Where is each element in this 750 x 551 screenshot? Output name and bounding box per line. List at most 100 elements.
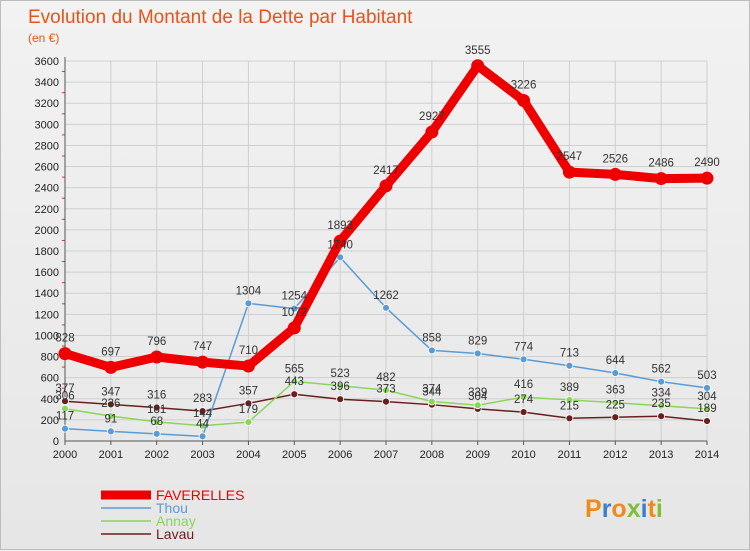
- data-point: [198, 432, 207, 441]
- data-point: [565, 396, 574, 404]
- data-point: [562, 165, 576, 179]
- data-label: 44: [196, 418, 209, 430]
- data-label: 189: [697, 403, 716, 415]
- data-label: 2490: [694, 157, 720, 169]
- data-label: 389: [560, 382, 579, 394]
- data-label: 1740: [327, 239, 353, 251]
- legend-label: Lavau: [156, 526, 194, 542]
- data-point: [290, 377, 299, 386]
- data-point: [611, 369, 620, 377]
- y-tick-label: 1800: [35, 246, 59, 258]
- x-tick-label: 2013: [649, 449, 673, 461]
- data-label: 3555: [465, 45, 491, 57]
- data-label: 236: [101, 398, 120, 410]
- data-point: [152, 417, 161, 426]
- x-tick-label: 2005: [282, 449, 306, 461]
- data-label: 828: [55, 333, 74, 345]
- data-label: 274: [514, 394, 534, 406]
- data-point: [198, 407, 207, 416]
- x-tick-label: 2010: [511, 449, 535, 461]
- data-point: [703, 384, 711, 392]
- data-label: 710: [239, 345, 258, 357]
- data-label: 344: [422, 387, 442, 399]
- x-tick-label: 2008: [420, 449, 444, 461]
- data-point: [608, 167, 622, 181]
- data-point: [58, 347, 72, 361]
- data-point: [425, 125, 439, 139]
- proxiti-logo: Proxiti: [585, 495, 663, 523]
- data-point: [290, 390, 299, 399]
- data-label: 339: [468, 387, 487, 399]
- logo-letter: t: [648, 495, 657, 523]
- data-point: [333, 234, 347, 248]
- data-label: 774: [514, 341, 534, 353]
- y-tick-label: 3200: [35, 98, 59, 110]
- logo-letter: i: [656, 495, 663, 523]
- data-point: [427, 346, 436, 355]
- y-tick-label: 600: [41, 373, 59, 385]
- axes: 0 200 400 600 800 1000 1200 1400 1600 1800 2000 220…: [35, 56, 720, 461]
- data-point: [244, 299, 253, 308]
- logo-letter: i: [641, 495, 648, 523]
- data-point: [703, 405, 711, 413]
- data-label: 179: [239, 404, 258, 416]
- legend-label: Thou: [156, 500, 188, 516]
- data-point: [290, 304, 299, 313]
- data-label: 283: [193, 393, 212, 405]
- data-point: [473, 401, 482, 410]
- data-point: [244, 399, 253, 408]
- data-point: [565, 414, 574, 423]
- logo-letter: r: [602, 495, 612, 523]
- y-tick-label: 1400: [35, 288, 59, 300]
- data-label: 416: [514, 379, 533, 391]
- data-point: [427, 397, 436, 406]
- data-point: [382, 397, 390, 406]
- data-point: [657, 401, 666, 410]
- x-tick-label: 2000: [53, 449, 77, 461]
- data-label: 347: [101, 386, 120, 398]
- data-label: 503: [697, 370, 716, 382]
- data-point: [471, 59, 485, 73]
- data-point: [700, 171, 714, 185]
- y-tick-label: 3000: [35, 119, 59, 131]
- data-label: 1262: [373, 290, 399, 302]
- legend-label: Annay: [156, 513, 196, 529]
- data-label: 144: [193, 408, 213, 420]
- data-label: 1304: [236, 285, 262, 297]
- legend-label: FAVERELLES: [156, 487, 244, 503]
- logo-letter: o: [611, 495, 626, 523]
- y-tick-label: 3400: [35, 77, 59, 89]
- data-label: 2547: [557, 151, 583, 163]
- data-point: [382, 386, 390, 395]
- data-label: 2927: [419, 111, 445, 123]
- data-point: [104, 360, 118, 374]
- data-point: [241, 359, 255, 373]
- data-point: [379, 179, 393, 193]
- y-tick-label: 3600: [35, 56, 59, 68]
- chart-subtitle: (en €): [28, 31, 59, 45]
- data-point: [336, 395, 345, 404]
- y-tick-label: 2800: [35, 140, 59, 152]
- y-tick-label: 0: [53, 436, 59, 448]
- data-label: 117: [56, 411, 74, 423]
- data-label: 225: [606, 399, 625, 411]
- data-point: [565, 361, 574, 370]
- x-tick-label: 2004: [236, 449, 260, 461]
- y-tick-label: 2200: [35, 204, 59, 216]
- data-label: 482: [376, 372, 395, 384]
- data-point: [106, 427, 115, 436]
- data-point: [287, 321, 301, 335]
- data-point: [611, 398, 620, 407]
- y-tick-label: 1200: [35, 309, 59, 321]
- data-point: [152, 403, 161, 412]
- data-label: 363: [606, 385, 625, 397]
- data-label: 374: [422, 384, 442, 396]
- data-label: 644: [606, 355, 626, 367]
- data-point: [61, 424, 69, 433]
- data-point: [654, 172, 668, 186]
- data-label: 68: [150, 416, 163, 428]
- data-label: 304: [697, 391, 717, 403]
- data-point: [657, 412, 666, 421]
- x-tick-label: 2006: [328, 449, 352, 461]
